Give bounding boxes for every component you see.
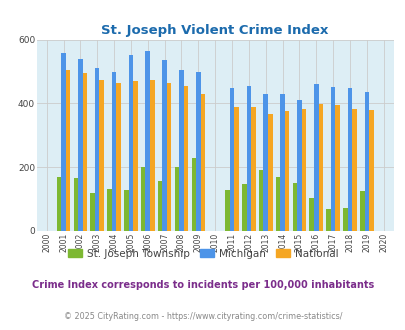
- Bar: [183, 86, 188, 231]
- Title: St. Joseph Violent Crime Index: St. Joseph Violent Crime Index: [101, 24, 328, 37]
- Bar: [229, 88, 234, 231]
- Bar: [145, 51, 150, 231]
- Bar: [174, 167, 179, 231]
- Bar: [166, 82, 171, 231]
- Text: © 2025 CityRating.com - https://www.cityrating.com/crime-statistics/: © 2025 CityRating.com - https://www.city…: [64, 312, 341, 321]
- Bar: [251, 107, 255, 231]
- Bar: [61, 53, 66, 231]
- Bar: [309, 198, 313, 231]
- Bar: [258, 170, 263, 231]
- Bar: [364, 92, 368, 231]
- Bar: [347, 88, 352, 231]
- Bar: [296, 100, 301, 231]
- Bar: [78, 59, 83, 231]
- Bar: [263, 94, 267, 231]
- Bar: [326, 209, 330, 231]
- Bar: [179, 70, 183, 231]
- Bar: [158, 181, 162, 231]
- Bar: [196, 72, 200, 231]
- Bar: [275, 177, 279, 231]
- Bar: [359, 191, 364, 231]
- Bar: [368, 110, 373, 231]
- Bar: [335, 105, 339, 231]
- Bar: [234, 107, 238, 231]
- Bar: [292, 183, 296, 231]
- Text: Crime Index corresponds to incidents per 100,000 inhabitants: Crime Index corresponds to incidents per…: [32, 280, 373, 290]
- Bar: [225, 189, 229, 231]
- Bar: [200, 94, 205, 231]
- Bar: [318, 104, 322, 231]
- Bar: [66, 70, 70, 231]
- Bar: [83, 73, 87, 231]
- Bar: [111, 73, 116, 231]
- Bar: [284, 112, 289, 231]
- Bar: [99, 81, 104, 231]
- Bar: [246, 86, 251, 231]
- Bar: [107, 189, 111, 231]
- Bar: [330, 87, 335, 231]
- Bar: [133, 81, 137, 231]
- Bar: [116, 83, 121, 231]
- Bar: [241, 184, 246, 231]
- Bar: [162, 60, 166, 231]
- Bar: [267, 114, 272, 231]
- Bar: [73, 178, 78, 231]
- Bar: [352, 109, 356, 231]
- Bar: [95, 68, 99, 231]
- Bar: [57, 177, 61, 231]
- Bar: [313, 84, 318, 231]
- Bar: [150, 81, 154, 231]
- Bar: [141, 167, 145, 231]
- Bar: [124, 189, 128, 231]
- Legend: St. Joseph Township, Michigan, National: St. Joseph Township, Michigan, National: [64, 245, 341, 263]
- Bar: [90, 193, 95, 231]
- Bar: [128, 54, 133, 231]
- Bar: [301, 109, 305, 231]
- Bar: [279, 94, 284, 231]
- Bar: [191, 158, 196, 231]
- Bar: [342, 208, 347, 231]
